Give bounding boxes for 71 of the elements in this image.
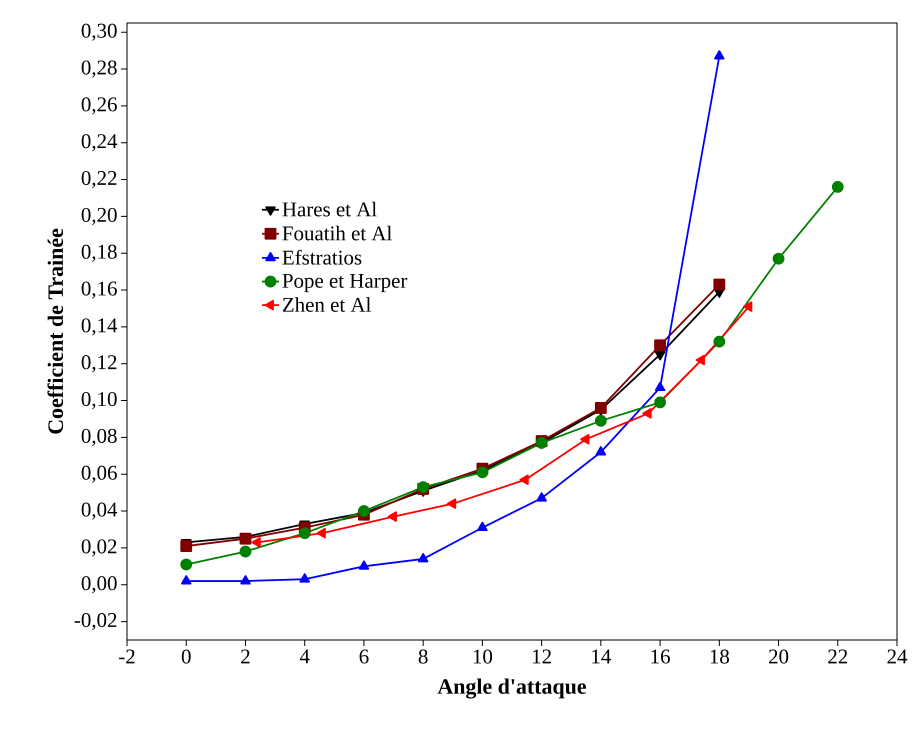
y-tick-label: -0,02 [74, 613, 116, 630]
x-tick-label: 10 [474, 650, 492, 664]
legend-label: Hares et Al [282, 202, 377, 216]
y-tick-label: 0,00 [82, 576, 117, 594]
point [654, 339, 666, 352]
x-tick-label: 22 [828, 650, 848, 664]
point [180, 540, 192, 552]
y-tick-label: 0,20 [82, 208, 117, 225]
point [654, 382, 666, 392]
point [316, 528, 326, 538]
y-tick-label: 0,04 [82, 502, 118, 520]
point [358, 505, 370, 517]
point [654, 396, 666, 408]
x-tick-label: 24 [887, 650, 908, 664]
y-tick-label: 0,18 [82, 244, 117, 262]
x-axis-title: Angle d'attaque [438, 678, 586, 699]
x-tick-label: 14 [592, 650, 611, 664]
point [743, 301, 752, 312]
point [181, 575, 192, 584]
x-tick-label: 0 [182, 650, 191, 664]
y-tick-label: 0,10 [82, 392, 117, 410]
x-tick-label: 16 [651, 650, 670, 664]
point [642, 408, 652, 419]
point [358, 560, 370, 570]
point [418, 553, 428, 562]
x-tick-label: 2 [241, 650, 250, 664]
y-tick-label: 0,22 [82, 170, 116, 188]
legend-label: Fouatih et Al [282, 226, 392, 240]
x-tick-label: 18 [710, 650, 729, 664]
legend-label: Zhen et Al [282, 297, 371, 312]
point [299, 573, 310, 583]
point [180, 558, 192, 570]
point [696, 354, 705, 366]
y-tick-label: 0,06 [82, 466, 117, 483]
point [713, 336, 726, 348]
y-tick-label: 0,26 [82, 97, 117, 114]
legend-label: Pope et Harper [282, 274, 408, 292]
point [240, 575, 251, 584]
point [298, 527, 311, 540]
point [477, 522, 488, 532]
y-tick-label: 0,02 [82, 539, 116, 556]
point [596, 446, 606, 456]
y-tick-label: 0,28 [82, 60, 117, 78]
point [388, 511, 397, 522]
point [654, 351, 666, 360]
point [772, 252, 784, 265]
y-axis-title: Coefficient de Trainée [47, 228, 64, 434]
x-tick-label: -2 [119, 650, 135, 664]
y-tick-label: 0,14 [82, 318, 118, 336]
point [240, 546, 252, 558]
point [594, 402, 607, 414]
point [714, 50, 725, 60]
x-tick-label: 6 [360, 650, 369, 664]
legend-label: Efstratios [282, 250, 362, 265]
point [580, 434, 590, 444]
point [536, 492, 547, 502]
x-tick-label: 20 [769, 650, 788, 664]
y-tick-label: 0,12 [82, 355, 116, 372]
y-tick-label: 0,08 [82, 428, 117, 446]
point [594, 414, 607, 427]
y-tick-label: 0,16 [82, 281, 117, 299]
x-tick-label: 8 [418, 650, 428, 664]
point [251, 537, 261, 548]
point [713, 278, 726, 290]
y-tick-label: 0,30 [82, 24, 117, 41]
point [446, 498, 456, 509]
point [832, 181, 844, 193]
x-tick-label: 12 [533, 650, 551, 664]
y-tick-label: 0,24 [82, 134, 118, 152]
x-tick-label: 4 [300, 650, 310, 664]
point [519, 474, 529, 485]
